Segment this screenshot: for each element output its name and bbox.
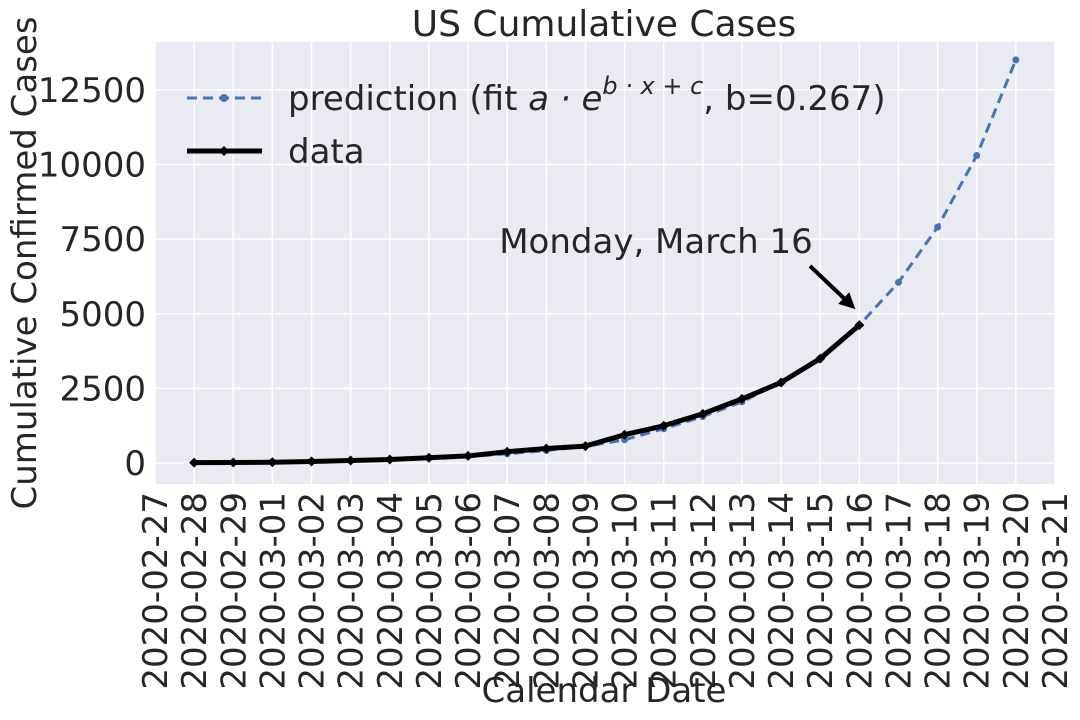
x-tick-label: 2020-03-01 [253,492,293,690]
data-point-data [306,456,317,467]
x-tick-label: 2020-03-09 [566,492,606,690]
x-tick-label: 2020-03-13 [723,492,763,690]
y-tick-label: 10000 [38,145,146,185]
x-tick-label: 2020-03-19 [958,492,998,690]
x-tick-label: 2020-03-11 [645,492,685,690]
x-tick-label: 2020-03-15 [801,492,841,690]
data-point-data [736,393,747,404]
x-tick-label: 2020-03-03 [332,492,372,690]
data-point-prediction [934,223,942,231]
legend-label-suffix: , b=0.267) [703,79,885,119]
data-point-data [541,443,552,454]
x-tick-label: 2020-03-17 [879,492,919,690]
x-tick-label: 2020-03-18 [919,492,959,690]
grid [154,42,1056,484]
chart-title: US Cumulative Cases [412,4,796,45]
y-tick-label: 12500 [38,71,146,111]
x-tick-label: 2020-03-20 [997,492,1037,690]
plot-area [155,42,1055,484]
y-tick-label: 7500 [59,220,146,260]
data-point-data [658,420,669,431]
legend-label-data: data [288,132,365,172]
data-point-data [463,450,474,461]
x-tick-label: 2020-02-27 [136,492,176,690]
legend-label-prediction: prediction (fit a · eb · x + c, b=0.267) [288,72,886,119]
legend-formula-base: a · e [528,79,602,119]
legend-item-data: data [187,132,365,172]
x-tick-label: 2020-02-29 [214,492,254,690]
annotation-arrow-shaft [808,264,846,300]
data-point-data [384,454,395,465]
annotation-arrowhead [838,292,856,310]
x-tick-label: 2020-03-05 [410,492,450,690]
data-point-prediction [894,278,902,286]
x-tick-label: 2020-03-10 [606,492,646,690]
x-tick-label: 2020-03-12 [684,492,724,690]
data-point-data [815,353,826,364]
series-layer [189,56,1020,468]
data-point-data [854,320,865,331]
data-point-prediction [973,151,981,159]
x-axis-label: Calendar Date [482,671,727,711]
legend: prediction (fit a · eb · x + c, b=0.267)… [187,72,886,172]
x-tick-label: 2020-03-02 [293,492,333,690]
x-tick-label: 2020-03-07 [488,492,528,690]
x-tick-label: 2020-02-28 [175,492,215,690]
data-point-data [580,441,591,452]
data-point-data [345,455,356,466]
data-point-data [776,377,787,388]
x-tick-label: 2020-03-14 [762,492,802,690]
legend-label-prefix: prediction (fit [288,79,528,119]
legend-formula-exponent: b · x + c [602,72,703,100]
annotation: Monday, March 16 [499,222,856,310]
x-tick-label: 2020-03-16 [840,492,880,690]
x-tick-label: 2020-03-08 [527,492,567,690]
y-tick-label: 2500 [59,369,146,409]
data-point-data [502,446,513,457]
x-tick-labels: 2020-02-27 2020-02-28 2020-02-29 2020-03-01… [136,492,1076,690]
data-point-data [189,457,200,468]
legend-item-prediction: prediction (fit a · eb · x + c, b=0.267) [187,72,886,119]
legend-marker-prediction [220,94,228,102]
y-axis-label: Cumulative Confirmed Cases [5,16,45,509]
data-point-data [619,429,630,440]
data-point-data [267,457,278,468]
data-point-data [228,457,239,468]
legend-marker-data [219,146,229,156]
data-point-prediction [1012,56,1020,64]
data-point-prediction [621,436,629,444]
data-point-data [697,408,708,419]
y-tick-label: 5000 [59,295,146,335]
x-tick-label: 2020-03-06 [449,492,489,690]
data-point-data [423,452,434,463]
y-tick-label: 0 [124,444,146,484]
x-tick-label: 2020-03-04 [371,492,411,690]
y-tick-labels: 0 2500 5000 7500 10000 12500 [38,71,146,484]
annotation-text: Monday, March 16 [499,222,813,262]
x-tick-label: 2020-03-21 [1036,492,1076,690]
series-line-data [194,323,861,466]
